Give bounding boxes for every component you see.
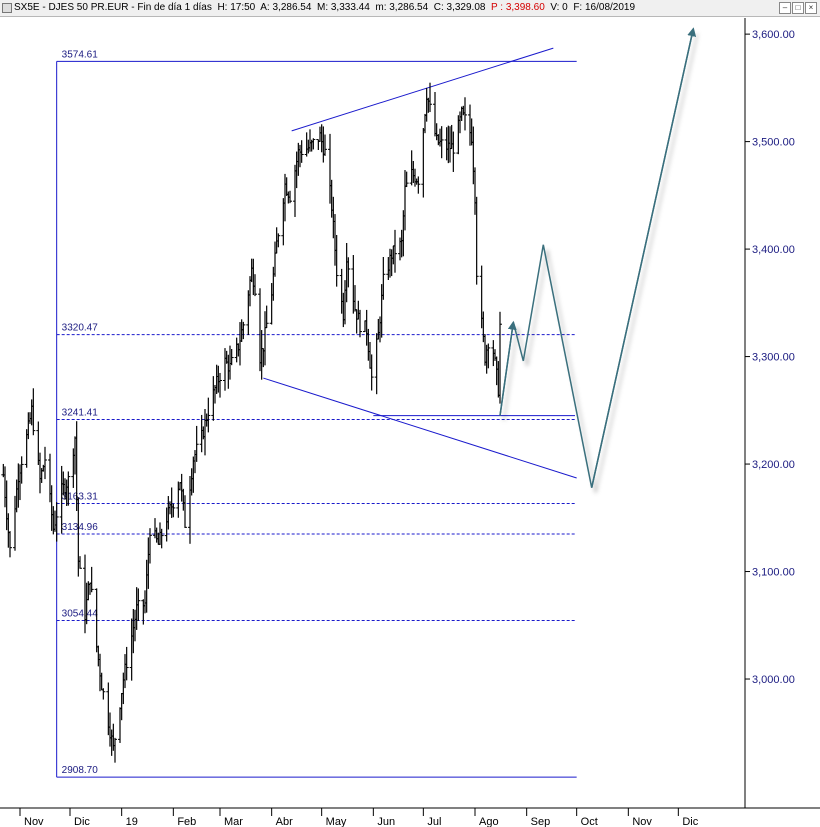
ohlc-bar xyxy=(43,446,47,480)
ohlc-bar xyxy=(241,321,246,340)
volume-value: V: 0 xyxy=(550,2,568,13)
level-label: 3134.96 xyxy=(62,522,99,533)
minimize-icon[interactable]: – xyxy=(779,2,791,14)
ohlc-bar xyxy=(206,397,211,433)
ohlc-bar xyxy=(8,531,12,558)
ohlc-bar xyxy=(381,257,386,300)
ohlc-bar xyxy=(346,257,351,288)
level-label: 3574.61 xyxy=(62,49,99,60)
y-tick-label: 3,300.00 xyxy=(752,352,795,364)
ohlc-bar xyxy=(463,97,467,131)
x-tick-label: Ago xyxy=(479,816,499,827)
x-tick-label: Abr xyxy=(276,816,293,827)
ohlc-bar xyxy=(369,354,374,391)
ohlc-bar xyxy=(451,131,456,172)
maximize-icon[interactable]: □ xyxy=(792,2,804,14)
ohlc-bar xyxy=(19,456,24,484)
x-tick-label: Nov xyxy=(24,816,44,827)
ohlc-bar xyxy=(183,495,187,528)
forecast-arrow xyxy=(590,27,697,488)
title-bar: SX5E - DJES 50 PR.EUR - Fin de día 1 día… xyxy=(0,0,820,17)
ohlc-bar xyxy=(159,528,164,549)
ohlc-bar xyxy=(171,503,176,518)
trendline-upper xyxy=(291,47,554,132)
y-tick-label: 3,200.00 xyxy=(752,459,795,471)
y-tick-label: 3,600.00 xyxy=(752,29,795,41)
date-value: F: 16/08/2019 xyxy=(573,2,636,13)
ohlc-bar xyxy=(498,311,502,404)
ohlc-bar xyxy=(393,229,397,273)
ohlc-bar xyxy=(334,234,339,287)
x-tick-label: 19 xyxy=(126,816,138,827)
ohlc-bar xyxy=(113,737,117,763)
ohlc-bar xyxy=(374,333,379,395)
ohlc-bar xyxy=(54,502,59,542)
instrument-header: SX5E - DJES 50 PR.EUR - Fin de día 1 día… xyxy=(14,2,635,13)
close-icon[interactable]: × xyxy=(805,2,817,14)
x-tick-label: Dic xyxy=(682,816,698,827)
ohlc-bar xyxy=(486,343,491,369)
x-tick-label: Oct xyxy=(581,816,598,827)
x-tick-label: Jul xyxy=(427,816,441,827)
ohlc-bar xyxy=(416,176,421,194)
ohlc-bar xyxy=(404,171,409,188)
ohlc-bar xyxy=(253,274,257,297)
ohlc-bar xyxy=(31,388,36,436)
ohlc-bar xyxy=(323,134,327,156)
ohlc-bar xyxy=(66,471,71,506)
ohlc-bar xyxy=(136,588,141,621)
ohlc-bar xyxy=(358,309,362,338)
x-tick-label: Feb xyxy=(177,816,196,827)
y-tick-label: 3,100.00 xyxy=(752,567,795,579)
y-tick-label: 3,500.00 xyxy=(752,137,795,149)
ohlc-bar xyxy=(299,140,304,163)
ohlc-bar xyxy=(218,372,222,398)
level-label: 3054.44 xyxy=(62,609,99,620)
instrument-title: SX5E - DJES 50 PR.EUR - Fin de día 1 día… xyxy=(14,2,212,13)
ohlc-bar xyxy=(89,566,94,593)
x-tick-label: Jun xyxy=(377,816,395,827)
y-tick-label: 3,000.00 xyxy=(752,674,795,686)
ohlc-bar xyxy=(428,82,432,113)
x-tick-label: Nov xyxy=(632,816,652,827)
ohlc-bar xyxy=(78,556,82,569)
trendline-lower xyxy=(263,377,577,479)
level-label: 2908.70 xyxy=(62,765,99,776)
ohlc-bar xyxy=(288,190,292,204)
ohlc-bar xyxy=(229,349,234,366)
pointer-value: P : 3,398.60 xyxy=(491,2,545,13)
level-label: 3241.41 xyxy=(62,408,99,419)
close-value: C: 3,329.08 xyxy=(433,2,486,13)
y-tick-label: 3,400.00 xyxy=(752,244,795,256)
ohlc-bar xyxy=(148,528,152,564)
high-value: M: 3,333.44 xyxy=(316,2,370,13)
x-tick-label: May xyxy=(326,816,347,827)
ohlc-bar xyxy=(276,233,281,248)
x-tick-label: Mar xyxy=(224,816,243,827)
x-tick-label: Sep xyxy=(531,816,551,827)
level-label: 3320.47 xyxy=(62,323,99,334)
ohlc-bar xyxy=(124,646,129,681)
ohlc-bar xyxy=(474,196,479,285)
open-value: A: 3,286.54 xyxy=(260,2,312,13)
window-menu-icon[interactable] xyxy=(2,3,12,13)
ohlc-bar xyxy=(421,128,426,198)
low-value: m: 3,286.54 xyxy=(375,2,429,13)
level-label: 3163.31 xyxy=(62,491,99,502)
ohlc-bar xyxy=(311,138,316,150)
ohlc-bar xyxy=(194,425,199,462)
forecast-arrow xyxy=(499,320,517,416)
time-value: H: 17:50 xyxy=(217,2,256,13)
x-tick-label: Dic xyxy=(74,816,90,827)
ohlc-bar xyxy=(101,688,106,700)
ohlc-bar xyxy=(439,126,444,159)
forecast-path xyxy=(499,28,695,488)
ohlc-bar xyxy=(264,305,269,329)
